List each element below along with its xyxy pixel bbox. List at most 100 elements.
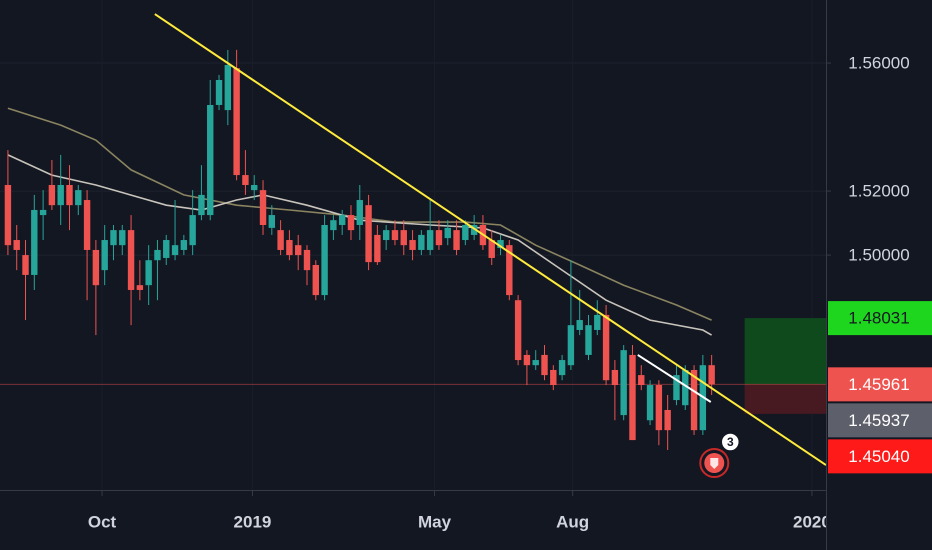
price-label: 1.45961 <box>848 375 909 394</box>
candle-body <box>576 320 583 330</box>
candle-body <box>321 224 328 296</box>
candle-body <box>435 230 443 246</box>
candle-body <box>620 350 627 416</box>
price-label-box <box>828 439 932 474</box>
candle-body <box>215 80 223 105</box>
candle-body <box>374 234 381 263</box>
candle-body <box>682 369 689 406</box>
candle-body <box>268 215 276 228</box>
price-label: 1.45937 <box>848 411 909 430</box>
candle-body <box>242 175 249 185</box>
candle-body <box>708 365 715 385</box>
candle-body <box>690 369 698 431</box>
price-label: 1.45040 <box>848 447 909 466</box>
event-count: 3 <box>727 435 734 449</box>
candle-body <box>303 249 311 271</box>
candle-body <box>48 184 56 206</box>
candle-body <box>365 205 372 263</box>
event-ring <box>699 448 730 478</box>
price-label-box <box>828 301 932 336</box>
candle-body <box>163 240 170 258</box>
candle-body <box>119 230 126 246</box>
candle-body <box>664 409 671 431</box>
candle-body <box>92 249 100 286</box>
candle-body <box>312 265 319 296</box>
candle-body <box>611 369 619 386</box>
candle-body <box>444 227 451 239</box>
candle-body <box>541 354 548 376</box>
candle-body <box>382 230 390 241</box>
candle-body <box>418 234 425 250</box>
candle-body <box>57 184 64 206</box>
candle-body <box>356 200 363 225</box>
candle-body <box>629 354 636 441</box>
candle-body <box>101 240 108 271</box>
candle-body <box>470 224 478 235</box>
candle-body <box>594 314 601 330</box>
trendline <box>637 354 712 403</box>
candle-body <box>66 184 73 206</box>
candle-body <box>75 190 82 206</box>
candle-body <box>136 285 144 290</box>
candle-body <box>127 230 135 290</box>
candle-body <box>453 230 460 250</box>
candle-body <box>585 325 592 355</box>
candle-body <box>638 375 645 386</box>
candle-body <box>330 220 337 231</box>
candle-body <box>514 300 522 361</box>
candle-body <box>145 260 152 286</box>
candle-body <box>286 240 293 256</box>
candle-body <box>13 240 20 250</box>
candle-body <box>233 68 240 176</box>
candle-body <box>567 325 575 366</box>
candle-body <box>22 255 29 275</box>
candle-body <box>391 230 399 241</box>
y-tick-label: 1.52000 <box>848 182 909 201</box>
candle-body <box>31 209 38 275</box>
x-tick-label: Aug <box>556 512 589 531</box>
candle-body <box>198 194 205 216</box>
candle-body <box>251 184 258 191</box>
x-tick-label: 2020 <box>793 512 831 531</box>
candle-body <box>506 245 513 296</box>
candle-body <box>426 230 434 250</box>
candle-body <box>462 224 469 241</box>
y-tick-label: 1.56000 <box>848 54 909 73</box>
plot-area: 3 <box>0 13 826 478</box>
candle-body <box>295 245 302 256</box>
candle-body <box>655 385 663 431</box>
candle-body <box>673 375 680 401</box>
candle-body <box>207 104 214 216</box>
event-count-badge <box>720 432 741 452</box>
candle-body <box>224 64 232 111</box>
candle-body <box>338 215 346 225</box>
price-label-box <box>828 367 932 402</box>
candle-body <box>550 369 557 386</box>
candle-body <box>171 245 179 256</box>
candle-body <box>39 209 47 216</box>
candle-body <box>558 360 566 376</box>
candle-body <box>83 200 91 250</box>
candle-body <box>400 230 407 246</box>
candle-body <box>532 360 539 366</box>
axes: 1.56000 1.52000 1.50000 Oct 2019 May Aug 2020 1.… <box>88 54 932 531</box>
event-flag <box>710 458 719 469</box>
price-label-box <box>828 403 932 438</box>
candle-body <box>488 240 495 258</box>
candle-body <box>602 314 610 381</box>
candle-body <box>497 240 504 249</box>
x-tick-label: May <box>418 512 452 531</box>
position-profit-zone <box>744 318 826 385</box>
x-tick-label: 2019 <box>234 512 272 531</box>
candle-body <box>189 215 196 246</box>
candle-body <box>646 385 654 421</box>
candle-body <box>409 240 416 250</box>
candle-body <box>347 215 355 231</box>
time-axis: Oct 2019 May Aug 2020 <box>88 490 831 531</box>
candle-body <box>277 230 284 250</box>
y-tick-label: 1.50000 <box>848 246 909 265</box>
candle-body <box>110 230 117 246</box>
